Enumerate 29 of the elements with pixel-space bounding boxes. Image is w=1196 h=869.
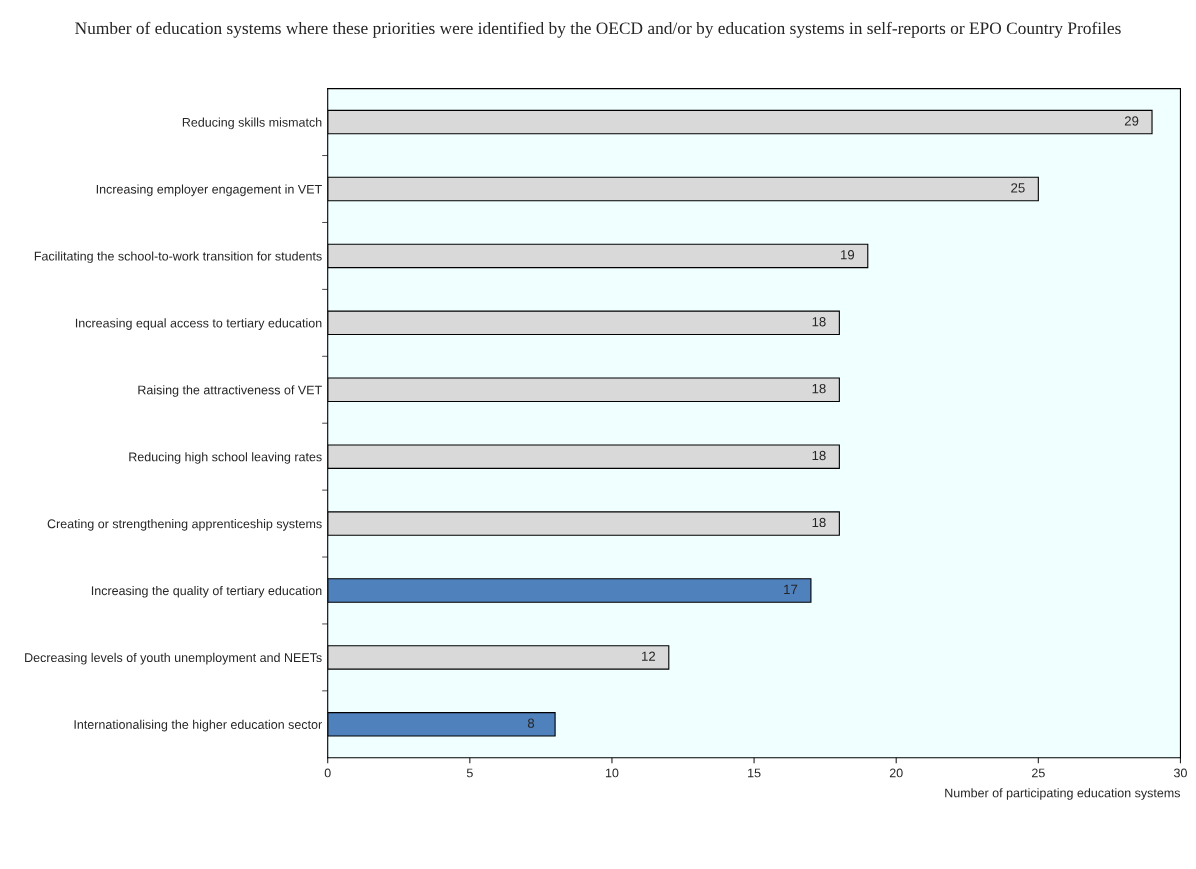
y-tick-label: Reducing skills mismatch xyxy=(182,117,322,130)
x-tick-label: 5 xyxy=(466,768,473,778)
y-tick-label: Reducing high school leaving rates xyxy=(129,452,322,464)
y-tick-label: Facilitating the school-to-work transition for students xyxy=(34,251,322,264)
x-tick-label: 15 xyxy=(748,768,761,778)
y-tick-label: Decreasing levels of youth unemployment and NEETs xyxy=(25,652,322,665)
y-tick-label: Increasing employer engagement in VET xyxy=(96,184,322,197)
data-label: 18 xyxy=(812,317,826,327)
data-label: 25 xyxy=(1011,183,1025,193)
data-label: 18 xyxy=(812,383,826,394)
data-label: 18 xyxy=(812,450,826,461)
y-tick-label: Increasing the quality of tertiary education xyxy=(91,585,322,598)
chart-title: Number of education systems where these priorities were identified by the OECD and/or by education systems in self-reports or EPO Country Profiles xyxy=(75,21,1121,38)
y-tick-label: Internationalising the higher education sector xyxy=(74,719,322,732)
y-tick-label: Raising the attractiveness of VET xyxy=(138,385,322,397)
y-tick-label: Creating or strengthening apprenticeship systems xyxy=(47,519,322,531)
y-tick-label: Increasing equal access to tertiary education xyxy=(75,318,322,330)
data-label: 18 xyxy=(812,517,826,528)
x-tick-label: 25 xyxy=(1032,768,1045,778)
x-axis-title: Number of participating education systems xyxy=(945,788,1181,800)
data-label: 17 xyxy=(784,584,798,594)
x-tick-label: 10 xyxy=(605,768,619,778)
data-label: 8 xyxy=(527,718,535,728)
data-label: 29 xyxy=(1124,116,1139,126)
x-tick-label: 0 xyxy=(324,768,331,778)
x-tick-label: 20 xyxy=(889,768,903,778)
data-label: 19 xyxy=(841,250,855,260)
x-tick-label: 30 xyxy=(1173,768,1187,778)
data-label: 12 xyxy=(642,651,656,661)
